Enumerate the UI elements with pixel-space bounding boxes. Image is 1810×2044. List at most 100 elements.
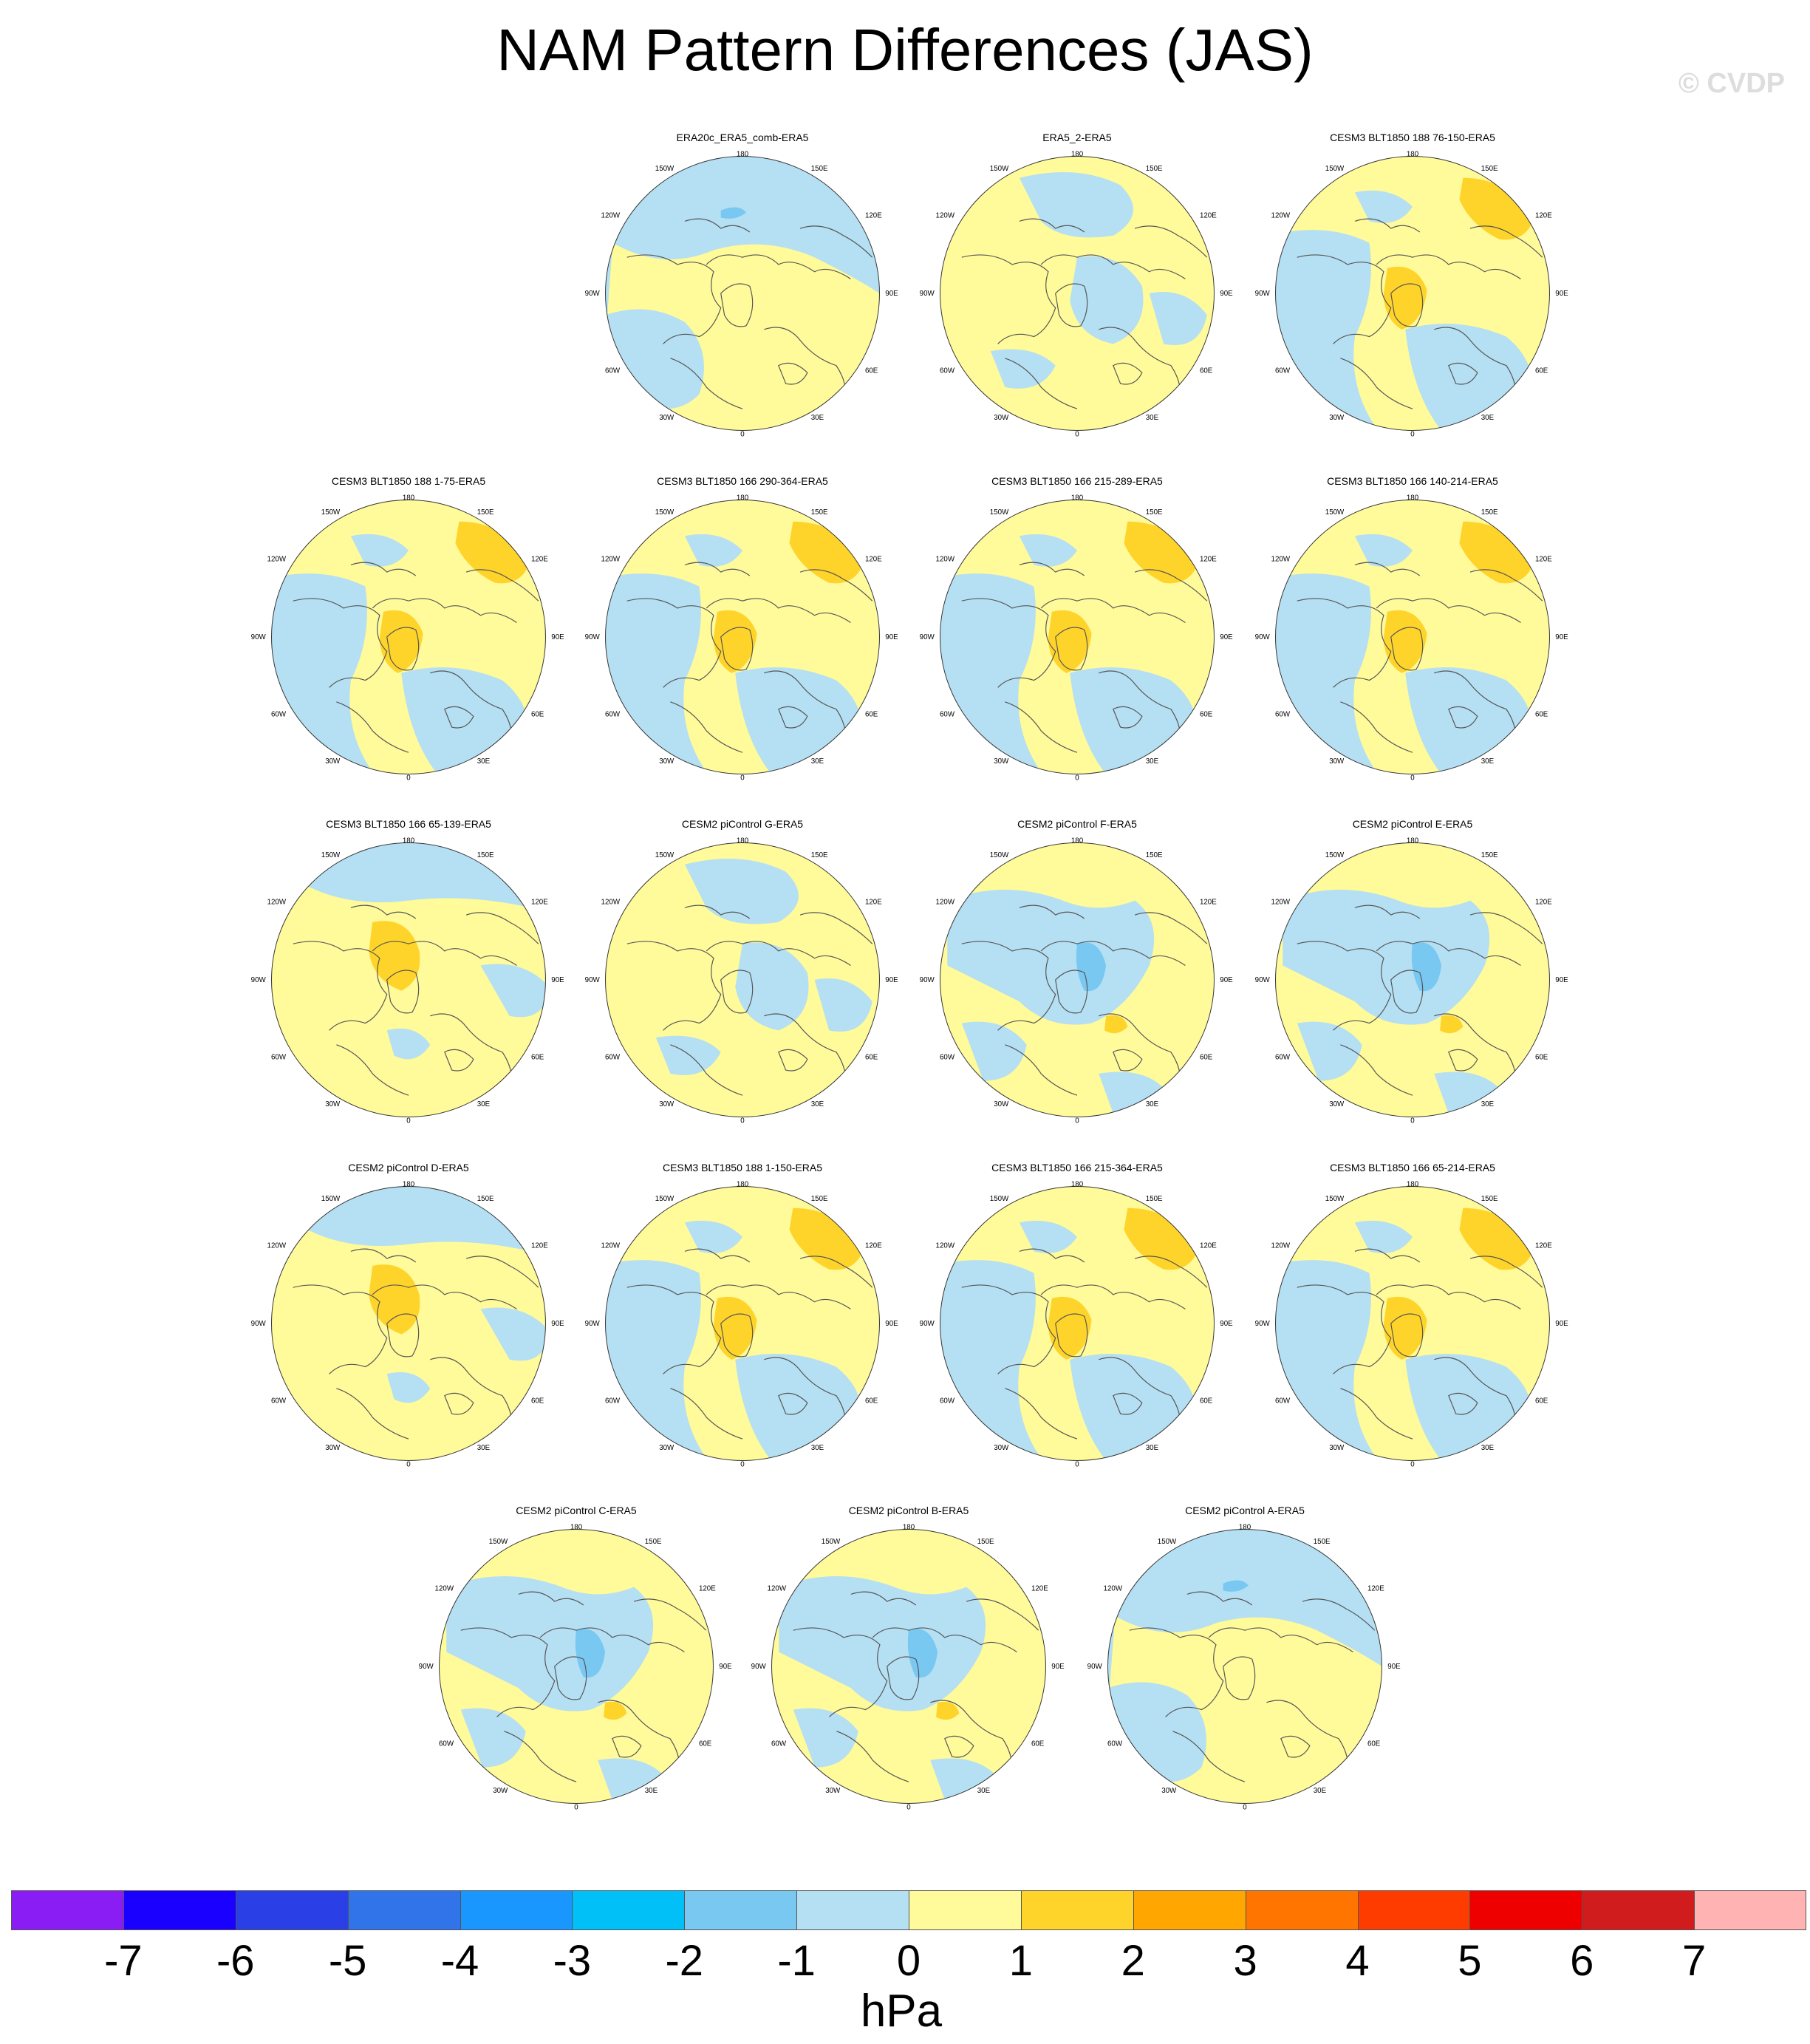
- longitude-label: 30E: [811, 414, 824, 422]
- colorbar-swatch: [123, 1890, 236, 1930]
- longitude-label: 60W: [1275, 710, 1291, 718]
- colorbar-swatch: [796, 1890, 909, 1930]
- contour-region: [1283, 889, 1490, 1025]
- contour-region: [1019, 172, 1133, 238]
- coastline: [350, 562, 417, 576]
- coastline: [1113, 706, 1143, 729]
- longitude-label: 90W: [920, 976, 935, 984]
- map-boundary: [271, 842, 546, 1117]
- coastline: [1376, 1284, 1521, 1309]
- longitude-label: 120E: [1535, 1242, 1552, 1250]
- longitude-label: 120E: [1535, 556, 1552, 564]
- coastline: [1134, 569, 1208, 602]
- panel-title: ERA20c_ERA5_comb-ERA5: [676, 132, 809, 143]
- coastline: [612, 1735, 642, 1758]
- colorbar-swatch: [1020, 1890, 1133, 1930]
- panel-title: CESM2 piControl F-ERA5: [1017, 818, 1137, 830]
- map-boundary: [1275, 500, 1550, 774]
- polar-map: 180 0 90W 90E 150W 150E 120W 120E 60W 60E 30W 30E: [585, 151, 898, 439]
- coastline: [684, 1248, 751, 1263]
- longitude-label: 90W: [251, 976, 267, 984]
- longitude-label: 0: [1410, 430, 1415, 438]
- polar-map: 180 0 90W 90E 150W 150E 120W 120E 60W 60E 30W 30E: [1255, 494, 1568, 783]
- colorbar-swatch: [1245, 1890, 1358, 1930]
- panel-title: CESM3 BLT1850 188 1-75-ERA5: [331, 475, 486, 487]
- map-boundary: [605, 500, 880, 774]
- coastline: [799, 569, 873, 602]
- coastline: [1113, 362, 1143, 385]
- colorbar-swatch: [1133, 1890, 1246, 1930]
- coastline: [293, 1284, 388, 1374]
- coastline: [961, 598, 1056, 688]
- contour-region: [1459, 521, 1535, 584]
- longitude-label: 60W: [1275, 1397, 1291, 1405]
- longitude-label: 90E: [1220, 976, 1233, 984]
- longitude-label: 90W: [419, 1663, 434, 1671]
- longitude-label: 30E: [1146, 414, 1159, 422]
- contour-region: [1459, 177, 1535, 240]
- polar-map: 180 0 90W 90E 150W 150E 120W 120E 60W 60E 30W 30E: [251, 837, 564, 1125]
- longitude-label: 60W: [271, 710, 287, 718]
- map-boundary: [771, 1529, 1046, 1804]
- longitude-label: 120W: [267, 556, 287, 564]
- longitude-label: 60W: [605, 1053, 621, 1061]
- longitude-label: 150E: [477, 1195, 494, 1203]
- coastline: [444, 1392, 474, 1415]
- longitude-label: 150W: [990, 1195, 1009, 1203]
- panel-title: CESM3 BLT1850 166 215-289-ERA5: [991, 475, 1163, 487]
- coastline: [1448, 706, 1478, 729]
- longitude-label: 60E: [1535, 1397, 1548, 1405]
- longitude-label: 90E: [1387, 1663, 1401, 1671]
- longitude-label: 60W: [605, 710, 621, 718]
- longitude-label: 120W: [768, 1585, 787, 1593]
- map-boundary: [940, 1186, 1215, 1461]
- coastline: [1297, 1284, 1392, 1374]
- longitude-label: 30E: [811, 1100, 824, 1108]
- coastline: [720, 283, 754, 327]
- longitude-label: 90E: [551, 633, 564, 641]
- colorbar-tick-label: 5: [1458, 1937, 1482, 1985]
- longitude-label: 30W: [659, 414, 675, 422]
- longitude-label: 150E: [477, 851, 494, 859]
- coastline: [554, 1656, 587, 1700]
- map-panel: CESM3 BLT1850 166 215-364-ERA5 180 0 90W 90E…: [918, 1162, 1236, 1494]
- longitude-label: 150W: [1158, 1538, 1177, 1546]
- map-panel: CESM3 BLT1850 166 215-289-ERA5 180 0 90W 90E…: [918, 475, 1236, 808]
- longitude-label: 120W: [601, 212, 621, 220]
- longitude-label: 30W: [325, 757, 341, 766]
- panel-title: CESM3 BLT1850 188 76-150-ERA5: [1330, 132, 1495, 143]
- longitude-label: 90W: [585, 976, 601, 984]
- longitude-label: 60W: [940, 367, 955, 375]
- longitude-label: 90E: [885, 976, 898, 984]
- longitude-label: 90W: [251, 633, 267, 641]
- coastline: [684, 562, 751, 576]
- longitude-label: 150W: [822, 1538, 841, 1546]
- coastline: [850, 1591, 917, 1606]
- longitude-label: 60E: [865, 367, 878, 375]
- map-boundary: [271, 500, 546, 774]
- contour-region: [480, 964, 546, 1018]
- longitude-label: 90E: [1555, 633, 1568, 641]
- longitude-label: 30W: [1329, 1444, 1345, 1452]
- coastline: [1134, 225, 1208, 258]
- colorbar-tick-label: 3: [1233, 1937, 1257, 1985]
- longitude-label: 0: [574, 1803, 578, 1811]
- longitude-label: 150W: [655, 508, 675, 517]
- coastline: [1005, 1388, 1078, 1440]
- longitude-label: 0: [1075, 430, 1079, 438]
- colorbar-units: hPa: [860, 1986, 943, 2037]
- longitude-label: 150E: [811, 508, 828, 517]
- longitude-label: 150E: [1146, 851, 1163, 859]
- coastline: [670, 1388, 743, 1440]
- coastline: [799, 1256, 873, 1288]
- longitude-label: 30E: [1481, 757, 1495, 766]
- coastline: [1376, 941, 1521, 966]
- longitude-label: 90E: [719, 1663, 732, 1671]
- map-boundary: [271, 1186, 546, 1461]
- polar-map: 180 0 90W 90E 150W 150E 120W 120E 60W 60E 30W 30E: [419, 1524, 732, 1812]
- coastline: [961, 1284, 1056, 1374]
- longitude-label: 150W: [655, 1195, 675, 1203]
- longitude-label: 60W: [439, 1740, 454, 1748]
- contour-region: [1019, 534, 1077, 567]
- map-boundary: [605, 842, 880, 1117]
